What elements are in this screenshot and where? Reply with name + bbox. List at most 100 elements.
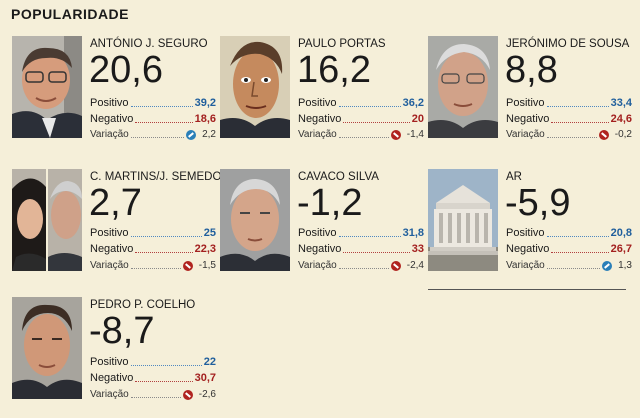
portrait-caricature xyxy=(220,36,290,138)
variation-label: Variação xyxy=(90,389,129,400)
negative-value: 22,3 xyxy=(194,243,216,255)
popularity-score: 2,7 xyxy=(89,182,142,224)
positive-value: 36,2 xyxy=(402,97,424,109)
card-martins-semedo: C. MARTINS/J. SEMEDO 2,7 Positivo 25 Nega… xyxy=(12,169,221,281)
negative-label: Negativo xyxy=(90,243,134,255)
divider-line xyxy=(428,289,626,290)
variation-value: 1,3 xyxy=(618,260,632,271)
variation-label: Variação xyxy=(298,260,337,271)
trend-up-icon xyxy=(602,260,613,271)
portrait-photo-pair xyxy=(12,169,82,271)
page-title: POPULARIDADE xyxy=(11,6,130,22)
variation-row: Variação 1,3 xyxy=(506,258,632,272)
positive-row: Positivo 33,4 xyxy=(506,96,632,110)
politician-name: PAULO PORTAS xyxy=(298,38,386,50)
positive-value: 22 xyxy=(203,356,216,368)
positive-row: Positivo 36,2 xyxy=(298,96,424,110)
politician-name: JERÓNIMO DE SOUSA xyxy=(506,38,630,50)
trend-down-icon xyxy=(182,389,193,400)
variation-row: Variação -2,6 xyxy=(90,387,216,401)
negative-value: 26,7 xyxy=(610,243,632,255)
positive-value: 39,2 xyxy=(194,97,216,109)
negative-row: Negativo 22,3 xyxy=(90,242,216,256)
card-cavaco: CAVACO SILVA -1,2 Positivo 31,8 Negativo 3… xyxy=(220,169,425,281)
positive-value: 20,8 xyxy=(610,227,632,239)
negative-label: Negativo xyxy=(298,243,342,255)
positive-row: Positivo 25 xyxy=(90,226,216,240)
card-seguro: ANTÓNIO J. SEGURO 20,6 Positivo 39,2 Nega… xyxy=(12,36,217,148)
trend-down-icon xyxy=(182,260,193,271)
variation-row: Variação 2,2 xyxy=(90,127,216,141)
negative-row: Negativo 18,6 xyxy=(90,112,216,126)
positive-label: Positivo xyxy=(90,97,129,109)
variation-row: Variação -0,2 xyxy=(506,127,632,141)
negative-row: Negativo 24,6 xyxy=(506,112,632,126)
variation-label: Variação xyxy=(506,260,545,271)
positive-value: 31,8 xyxy=(402,227,424,239)
trend-up-icon xyxy=(186,129,197,140)
institution-name: AR xyxy=(506,171,522,183)
negative-value: 18,6 xyxy=(194,113,216,125)
variation-value: 2,2 xyxy=(202,129,216,140)
negative-value: 24,6 xyxy=(610,113,632,125)
popularity-score: -5,9 xyxy=(505,182,571,224)
negative-row: Negativo 30,7 xyxy=(90,371,216,385)
popularity-score: -8,7 xyxy=(89,310,155,352)
positive-row: Positivo 22 xyxy=(90,355,216,369)
variation-value: -1,4 xyxy=(406,129,424,140)
variation-row: Variação -1,5 xyxy=(90,258,216,272)
negative-value: 20 xyxy=(411,113,424,125)
card-portas: PAULO PORTAS 16,2 Positivo 36,2 Negativo 2… xyxy=(220,36,425,148)
variation-row: Variação -1,4 xyxy=(298,127,424,141)
positive-row: Positivo 31,8 xyxy=(298,226,424,240)
variation-label: Variação xyxy=(298,129,337,140)
politician-name: C. MARTINS/J. SEMEDO xyxy=(90,171,222,183)
trend-down-icon xyxy=(390,260,401,271)
positive-value: 25 xyxy=(203,227,216,239)
negative-row: Negativo 20 xyxy=(298,112,424,126)
negative-label: Negativo xyxy=(90,113,134,125)
variation-value: -0,2 xyxy=(614,129,632,140)
portrait-photo xyxy=(428,36,498,138)
positive-row: Positivo 39,2 xyxy=(90,96,216,110)
popularity-score: -1,2 xyxy=(297,182,363,224)
positive-label: Positivo xyxy=(90,356,129,368)
positive-value: 33,4 xyxy=(610,97,632,109)
portrait-photo xyxy=(12,297,82,399)
portrait-photo xyxy=(12,36,82,138)
trend-down-icon xyxy=(598,129,609,140)
variation-value: -2,4 xyxy=(406,260,424,271)
popularity-score: 16,2 xyxy=(297,49,371,91)
negative-label: Negativo xyxy=(506,113,550,125)
positive-label: Positivo xyxy=(506,227,545,239)
trend-down-icon xyxy=(390,129,401,140)
negative-label: Negativo xyxy=(298,113,342,125)
card-coelho: PEDRO P. COELHO -8,7 Positivo 22 Negativo… xyxy=(12,297,217,409)
variation-label: Variação xyxy=(90,260,129,271)
positive-label: Positivo xyxy=(298,227,337,239)
variation-label: Variação xyxy=(506,129,545,140)
variation-row: Variação -2,4 xyxy=(298,258,424,272)
popularity-score: 20,6 xyxy=(89,49,163,91)
negative-value: 30,7 xyxy=(194,372,216,384)
positive-label: Positivo xyxy=(90,227,129,239)
politician-name: PEDRO P. COELHO xyxy=(90,299,196,311)
negative-value: 33 xyxy=(411,243,424,255)
positive-label: Positivo xyxy=(298,97,337,109)
variation-value: -1,5 xyxy=(198,260,216,271)
negative-row: Negativo 33 xyxy=(298,242,424,256)
negative-row: Negativo 26,7 xyxy=(506,242,632,256)
portrait-photo xyxy=(220,169,290,271)
parliament-building-photo xyxy=(428,169,498,271)
negative-label: Negativo xyxy=(506,243,550,255)
popularity-score: 8,8 xyxy=(505,49,558,91)
negative-label: Negativo xyxy=(90,372,134,384)
politician-name: CAVACO SILVA xyxy=(298,171,379,183)
variation-label: Variação xyxy=(90,129,129,140)
variation-value: -2,6 xyxy=(198,389,216,400)
card-jeronimo: JERÓNIMO DE SOUSA 8,8 Positivo 33,4 Negat… xyxy=(428,36,633,148)
card-ar: AR -5,9 Positivo 20,8 Negativo 26,7 Variaç… xyxy=(428,169,633,281)
politician-name: ANTÓNIO J. SEGURO xyxy=(90,38,208,50)
positive-row: Positivo 20,8 xyxy=(506,226,632,240)
positive-label: Positivo xyxy=(506,97,545,109)
